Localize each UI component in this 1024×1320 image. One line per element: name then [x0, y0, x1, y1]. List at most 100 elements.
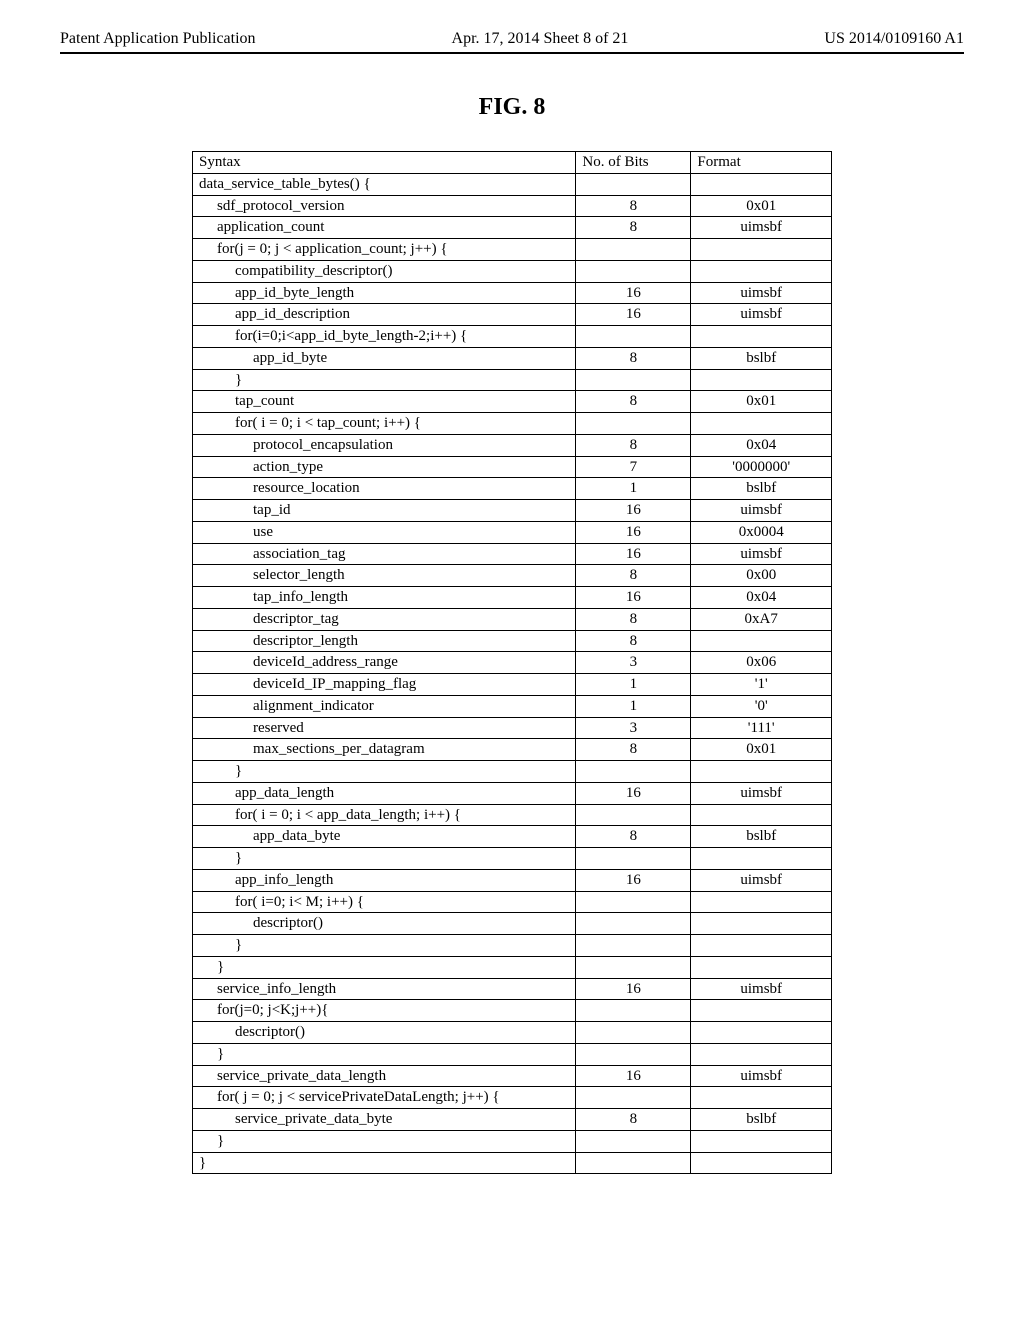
bits-cell: 1	[576, 478, 691, 500]
syntax-cell: app_id_description	[193, 304, 576, 326]
syntax-cell: deviceId_IP_mapping_flag	[193, 674, 576, 696]
bits-cell: 8	[576, 739, 691, 761]
syntax-cell: app_data_byte	[193, 826, 576, 848]
bits-cell	[576, 173, 691, 195]
table-row: }	[193, 369, 832, 391]
bits-cell	[576, 369, 691, 391]
syntax-text: descriptor_tag	[199, 610, 339, 629]
bits-cell: 16	[576, 304, 691, 326]
format-cell	[691, 1022, 832, 1044]
syntax-text: app_data_byte	[199, 827, 340, 846]
syntax-cell: for( i = 0; i < app_data_length; i++) {	[193, 804, 576, 826]
syntax-text: }	[199, 849, 242, 868]
syntax-text: }	[199, 1045, 224, 1064]
syntax-cell: }	[193, 1152, 576, 1174]
table-row: descriptor_length 8	[193, 630, 832, 652]
syntax-text: deviceId_IP_mapping_flag	[199, 675, 416, 694]
syntax-text: for( i = 0; i < app_data_length; i++) {	[199, 806, 461, 825]
format-cell	[691, 935, 832, 957]
format-cell	[691, 1130, 832, 1152]
bits-cell: 16	[576, 521, 691, 543]
bits-cell: 3	[576, 652, 691, 674]
bits-cell	[576, 956, 691, 978]
syntax-cell: protocol_encapsulation	[193, 434, 576, 456]
syntax-text: }	[199, 1132, 224, 1151]
format-cell: 0x01	[691, 391, 832, 413]
table-row: descriptor()	[193, 913, 832, 935]
format-cell: 0xA7	[691, 608, 832, 630]
syntax-text: }	[199, 958, 224, 977]
format-cell: 0x04	[691, 587, 832, 609]
bits-cell: 8	[576, 630, 691, 652]
syntax-text: app_data_length	[199, 784, 334, 803]
syntax-text: descriptor_length	[199, 632, 358, 651]
syntax-cell: }	[193, 369, 576, 391]
syntax-text: action_type	[199, 458, 323, 477]
table-row: reserved3'111'	[193, 717, 832, 739]
bits-cell	[576, 1152, 691, 1174]
syntax-text: service_private_data_length	[199, 1067, 386, 1086]
syntax-cell: app_id_byte	[193, 347, 576, 369]
syntax-cell: }	[193, 761, 576, 783]
syntax-text: use	[199, 523, 273, 542]
syntax-cell: deviceId_address_range	[193, 652, 576, 674]
format-cell: uimsbf	[691, 543, 832, 565]
table-row: }	[193, 956, 832, 978]
bits-cell	[576, 260, 691, 282]
syntax-cell: tap_count	[193, 391, 576, 413]
bits-cell: 8	[576, 565, 691, 587]
syntax-text: for( i=0; i< M; i++) {	[199, 893, 364, 912]
syntax-text: selector_length	[199, 566, 345, 585]
table-row: deviceId_address_range30x06	[193, 652, 832, 674]
table-row: app_data_byte8bslbf	[193, 826, 832, 848]
bits-cell: 8	[576, 608, 691, 630]
table-row: }	[193, 1130, 832, 1152]
table-row: association_tag 16uimsbf	[193, 543, 832, 565]
bits-cell: 16	[576, 500, 691, 522]
table-row: selector_length80x00	[193, 565, 832, 587]
syntax-cell: for( j = 0; j < servicePrivateDataLength…	[193, 1087, 576, 1109]
syntax-text: }	[199, 1155, 206, 1171]
syntax-text: descriptor()	[199, 1023, 305, 1042]
bits-cell: 1	[576, 674, 691, 696]
bits-cell: 1	[576, 695, 691, 717]
syntax-cell: alignment_indicator	[193, 695, 576, 717]
syntax-text: }	[199, 371, 242, 390]
bits-cell: 8	[576, 434, 691, 456]
bits-cell: 16	[576, 978, 691, 1000]
format-cell: uimsbf	[691, 304, 832, 326]
table-row: service_private_data_length16uimsbf	[193, 1065, 832, 1087]
bits-cell: 7	[576, 456, 691, 478]
table-row: }	[193, 1152, 832, 1174]
table-row: app_info_length16uimsbf	[193, 869, 832, 891]
syntax-text: protocol_encapsulation	[199, 436, 393, 455]
syntax-cell: }	[193, 956, 576, 978]
format-cell: '0000000'	[691, 456, 832, 478]
column-header-format: Format	[691, 152, 832, 174]
bits-cell: 8	[576, 347, 691, 369]
table-row: }	[193, 848, 832, 870]
format-cell	[691, 913, 832, 935]
bits-cell: 8	[576, 1109, 691, 1131]
syntax-cell: }	[193, 935, 576, 957]
format-cell	[691, 1000, 832, 1022]
bits-cell: 8	[576, 391, 691, 413]
bits-cell	[576, 1087, 691, 1109]
syntax-cell: }	[193, 1130, 576, 1152]
syntax-cell: for( i = 0; i < tap_count; i++) {	[193, 413, 576, 435]
format-cell: bslbf	[691, 478, 832, 500]
syntax-cell: service_private_data_byte	[193, 1109, 576, 1131]
syntax-text: app_id_byte_length	[199, 284, 354, 303]
syntax-cell: }	[193, 1043, 576, 1065]
syntax-text: descriptor()	[199, 914, 323, 933]
syntax-text: association_tag	[199, 545, 345, 564]
syntax-cell: resource_location	[193, 478, 576, 500]
bits-cell: 16	[576, 543, 691, 565]
format-cell	[691, 630, 832, 652]
bits-cell	[576, 913, 691, 935]
bits-cell	[576, 1022, 691, 1044]
syntax-cell: use	[193, 521, 576, 543]
table-row: for( i = 0; i < tap_count; i++) {	[193, 413, 832, 435]
format-cell: '0'	[691, 695, 832, 717]
bits-cell: 8	[576, 195, 691, 217]
